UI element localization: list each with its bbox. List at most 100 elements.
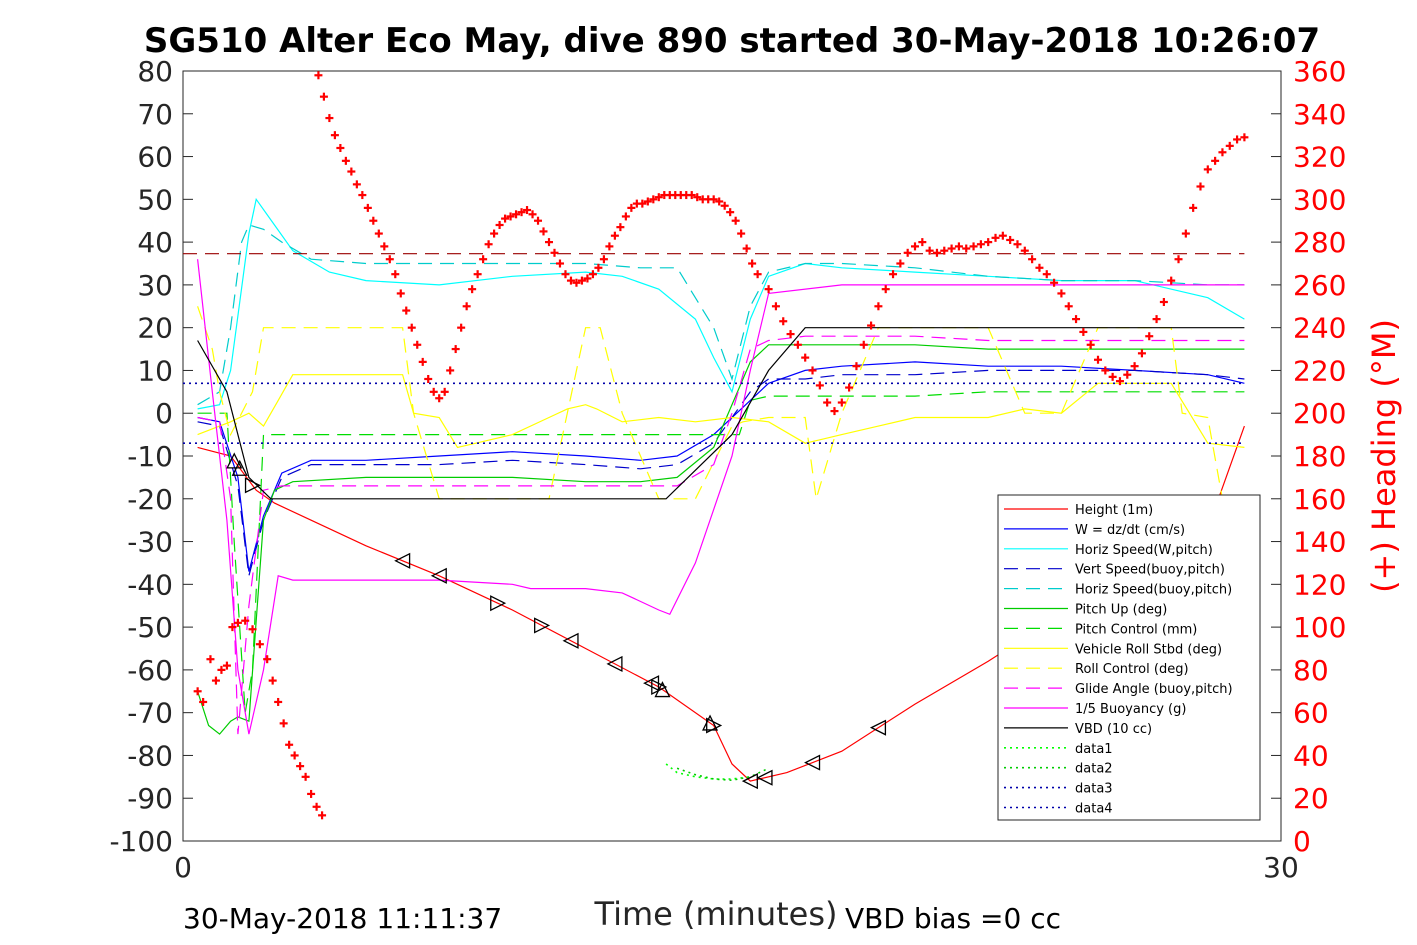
y-tick-label-left: 70 [137,98,173,131]
heading-marker [307,789,316,798]
legend-label: Glide Angle (buoy,pitch) [1075,682,1233,697]
heading-marker [1035,263,1044,272]
heading-marker [627,203,636,212]
series-line-4 [197,224,1245,406]
heading-marker [555,259,564,268]
heading-marker [1057,289,1066,298]
legend-label: VBD (10 cc) [1075,722,1152,737]
heading-marker [925,246,934,255]
state-marker [490,595,507,612]
y-axis-left: 80 70 60 50 40 30 20 10 0 -10 -20 -30 -40 -50 -60 -70 -8… [109,55,193,858]
heading-marker [446,366,455,375]
heading-marker [319,92,328,101]
y-tick-label-left: 40 [137,226,173,259]
y-tick-label-left: 60 [137,141,173,174]
legend-label: data1 [1075,742,1113,757]
legend-label: Horiz Speed(W,pitch) [1075,543,1213,558]
legend-label: Vert Speed(buoy,pitch) [1075,563,1225,578]
y-tick-label-left: -60 [127,654,173,687]
heading-marker [1123,370,1132,379]
y-tick-label-left: -90 [127,782,173,815]
series-line-11 [197,327,1245,500]
series-line-6 [197,391,1245,713]
heading-marker [1115,377,1124,386]
heading-marker [583,274,592,283]
heading-marker [347,167,356,176]
heading-marker [462,302,471,311]
heading-marker [268,676,277,685]
legend-label: data3 [1075,782,1113,797]
heading-marker [947,244,956,253]
heading-marker [301,772,310,781]
heading-marker [830,407,839,416]
heading-marker [255,640,264,649]
heading-marker [1240,133,1249,142]
heading-marker [523,206,532,215]
y-tick-label-left: 50 [137,183,173,216]
heading-marker [837,398,846,407]
legend: Height (1m) W = dz/dt (cm/s) Horiz Speed(W… [997,494,1261,821]
heading-marker [528,210,537,219]
y-tick-label-right: 340 [1293,98,1346,131]
heading-marker [473,270,482,279]
heading-marker [748,259,757,268]
heading-marker [296,762,305,771]
x-tick-label: 30 [1263,851,1299,884]
y-axis-right-label: (+) Heading (°M) [1365,319,1403,593]
heading-marker [954,242,963,251]
heading-markers [193,71,1249,820]
heading-marker [1101,366,1110,375]
heading-marker [594,263,603,272]
heading-marker [687,191,696,200]
heading-marker [424,375,433,383]
heading-marker [1174,255,1183,264]
heading-marker [228,623,237,632]
state-marker [654,681,671,698]
heading-marker [501,214,510,223]
heading-marker [852,362,861,371]
heading-marker [341,156,350,165]
heading-marker [490,229,499,238]
y-tick-label-right: 160 [1293,483,1346,516]
heading-marker [771,302,780,311]
heading-marker [402,306,411,315]
heading-marker [330,131,339,140]
heading-marker [572,278,581,287]
heading-marker [1064,302,1073,311]
y-tick-label-right: 320 [1293,141,1346,174]
heading-marker [1218,148,1227,157]
series-line-8 [197,306,1245,500]
y-tick-label-right: 360 [1293,55,1346,88]
heading-marker [451,345,460,354]
legend-label: data2 [1075,762,1113,777]
state-marker [244,477,261,494]
heading-marker [545,238,553,247]
heading-marker [605,242,614,251]
heading-marker [1079,327,1088,336]
state-marker [394,552,411,569]
x-tick-label: 0 [174,851,192,884]
heading-marker [561,270,570,279]
legend-label: 1/5 Buoyancy (g) [1075,702,1186,717]
legend-label: Roll Control (deg) [1075,662,1189,677]
heading-marker [962,244,971,253]
heading-marker [588,270,597,279]
state-marker [534,617,551,634]
heading-marker [903,248,912,257]
state-marker [869,719,887,736]
heading-marker [440,387,449,396]
y-tick-label-right: 300 [1293,183,1346,216]
heading-marker [457,323,466,332]
heading-marker [369,216,378,225]
legend-label: Vehicle Roll Stbd (deg) [1075,642,1222,657]
heading-marker [709,195,718,204]
state-marker [804,754,821,771]
heading-marker [1211,156,1220,165]
heading-marker [1020,246,1029,255]
heading-marker [534,216,543,225]
heading-marker [649,195,658,204]
legend-label: W = dz/dt (cm/s) [1075,523,1185,538]
state-marker [562,632,579,649]
heading-marker [801,353,810,362]
